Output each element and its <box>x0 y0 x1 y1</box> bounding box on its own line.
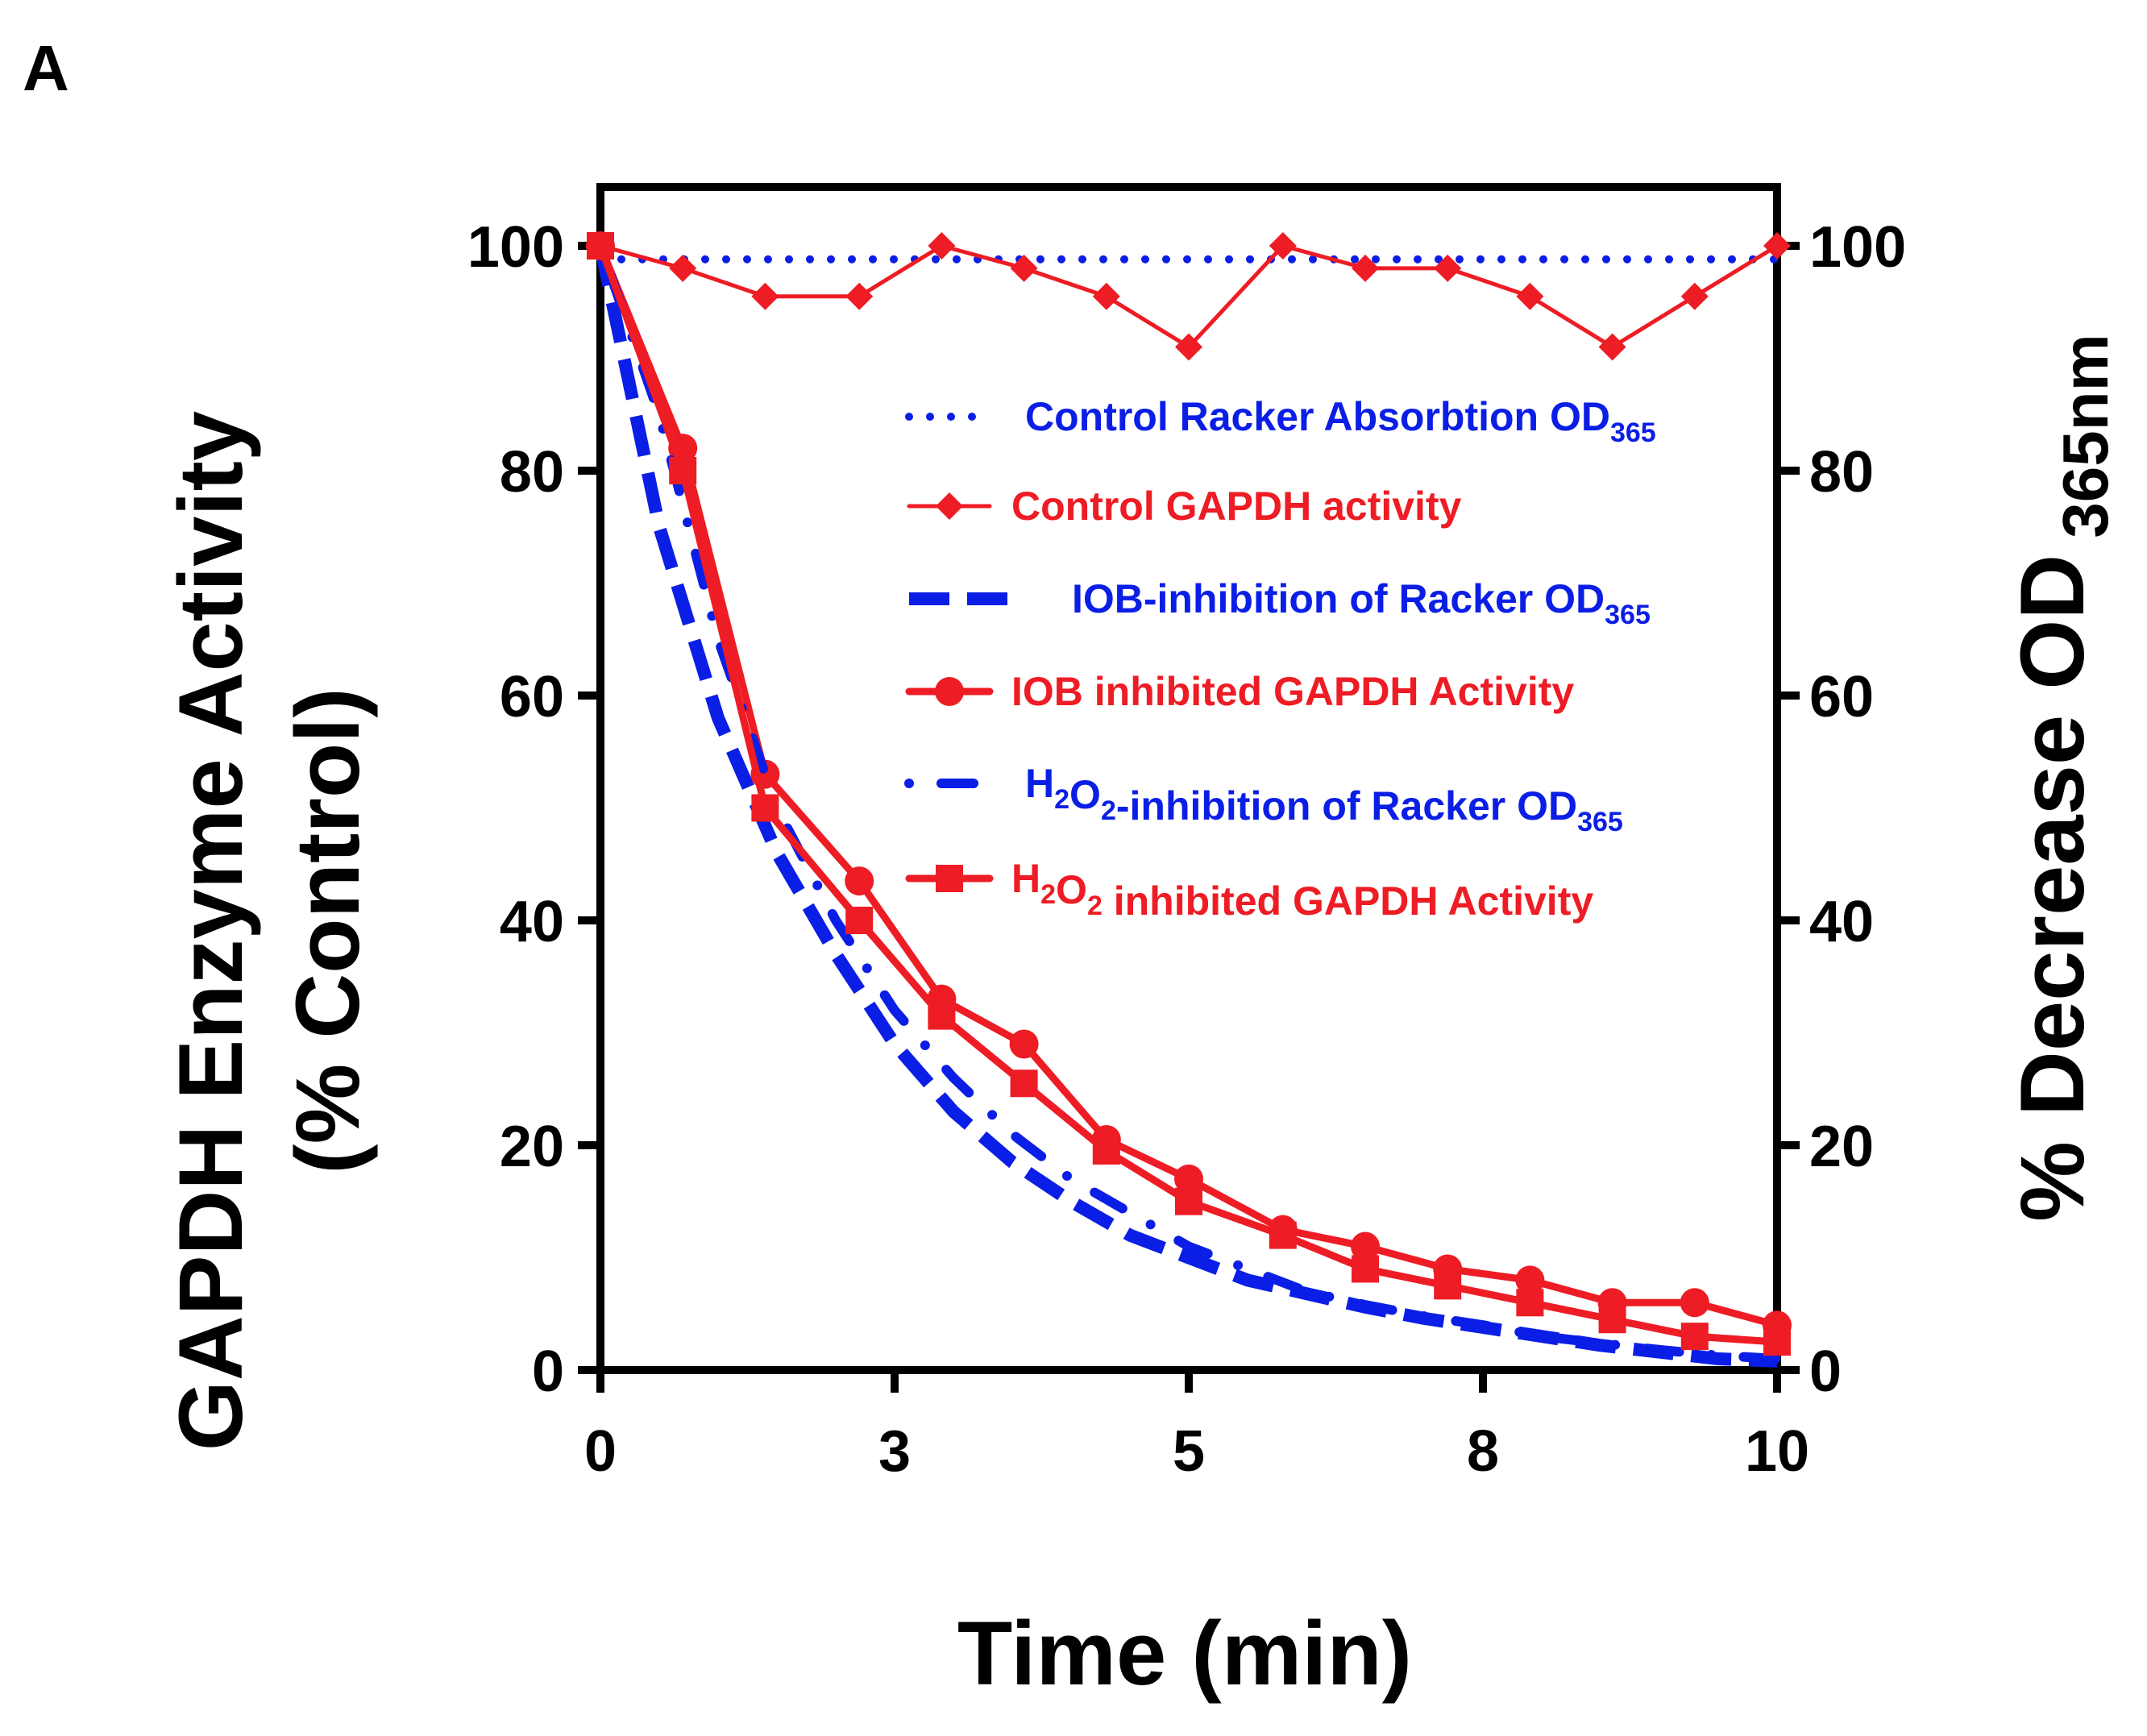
legend-entry-4: IOB inhibited GAPDH Activity <box>905 669 1574 714</box>
y2-tick-label: 20 <box>1809 1115 1874 1179</box>
legend-entry-5: H2O2-inhibition of Racker OD365 <box>904 761 1623 837</box>
y-axis-title-line-1: GAPDH Enzyme Activity <box>160 411 261 1451</box>
y2-axis-title: % Decrease OD 365nm <box>2002 334 2121 1222</box>
data-point-square <box>1092 1136 1120 1165</box>
legend-label-sub: 365 <box>1605 600 1651 630</box>
series-6 <box>587 232 1791 1356</box>
y-tick-label: 0 <box>532 1339 564 1404</box>
data-point-diamond <box>1680 282 1709 310</box>
data-point-diamond <box>1763 232 1791 260</box>
data-point-diamond <box>1010 254 1038 282</box>
data-point-diamond <box>1516 282 1544 310</box>
data-point-circle <box>1351 1231 1380 1261</box>
data-point-square <box>1516 1289 1544 1317</box>
legend-label-sub: 365 <box>1610 417 1656 448</box>
data-point-circle <box>935 677 964 706</box>
data-point-square <box>1010 1069 1038 1098</box>
legend-entry-1: Control Racker Absorbtion OD365 <box>905 394 1656 448</box>
y2-tick-label: 80 <box>1809 440 1874 505</box>
series-layer <box>586 231 1792 1368</box>
x-axis-title: Time (min) <box>957 1603 1412 1704</box>
legend-label-sub2: 2 <box>1087 891 1103 921</box>
x-tick-label: 8 <box>1467 1419 1499 1484</box>
data-point-diamond <box>936 492 963 520</box>
data-point-diamond <box>1092 282 1120 310</box>
data-point-square <box>669 457 697 484</box>
data-point-square <box>1175 1187 1202 1215</box>
legend-label: H2O2-inhibition of Racker OD365 <box>1025 761 1623 837</box>
y-tick-label: 20 <box>500 1115 564 1179</box>
legend-label-main: IOB-inhibition of Racker OD <box>1072 576 1605 621</box>
data-point-square <box>587 232 614 260</box>
y2-tick-label: 100 <box>1809 215 1906 280</box>
data-point-square <box>1680 1323 1709 1351</box>
y2-tick-label: 60 <box>1809 665 1874 729</box>
data-point-diamond <box>1598 333 1626 361</box>
legend-label: H2O2 inhibited GAPDH Activity <box>1011 856 1593 924</box>
panel-label: A <box>23 32 69 104</box>
legend-label-mid: O <box>1069 772 1101 817</box>
legend-label-main: H <box>1025 761 1054 806</box>
legend-label-after: -inhibition of Racker OD <box>1116 783 1577 829</box>
data-point-square <box>845 907 874 934</box>
legend-entry-3: IOB-inhibition of Racker OD365 <box>909 576 1651 630</box>
y2-axis-title-sub: 365nm <box>2049 334 2121 538</box>
y2-tick-label: 40 <box>1809 890 1874 954</box>
data-point-square <box>1598 1306 1626 1334</box>
y-axis-title-line-2: (% Control) <box>277 687 378 1173</box>
legend-entry-2: Control GAPDH activity <box>907 484 1462 529</box>
data-point-square <box>1352 1255 1379 1283</box>
legend-label-main: Control GAPDH activity <box>1011 484 1462 529</box>
data-point-diamond <box>845 282 874 310</box>
x-tick-label: 3 <box>878 1419 911 1484</box>
data-point-diamond <box>1175 333 1202 361</box>
legend-label-sub: 2 <box>1054 784 1069 815</box>
legend-label-sub: 2 <box>1040 879 1056 910</box>
data-point-square <box>1269 1221 1297 1249</box>
y2-tick-label: 0 <box>1809 1339 1842 1404</box>
y-tick-label: 100 <box>467 215 564 280</box>
legend-label-after: inhibited GAPDH Activity <box>1103 878 1593 924</box>
x-tick-label: 0 <box>584 1419 617 1484</box>
data-point-circle <box>1680 1288 1709 1318</box>
legend-label-main: Control Racker Absorbtion OD <box>1025 394 1610 439</box>
legend-entry-6: H2O2 inhibited GAPDH Activity <box>905 856 1593 924</box>
legend-label: Control Racker Absorbtion OD365 <box>1025 394 1656 448</box>
legend-label-main: IOB inhibited GAPDH Activity <box>1011 669 1574 714</box>
legend-label: Control GAPDH activity <box>1011 484 1462 529</box>
data-point-diamond <box>928 232 956 260</box>
y-tick-label: 80 <box>500 440 564 505</box>
data-point-circle <box>1515 1265 1545 1295</box>
data-point-diamond <box>1269 232 1297 260</box>
y-axis-title: GAPDH Enzyme Activity (% Control) <box>160 411 378 1451</box>
legend-label: IOB inhibited GAPDH Activity <box>1011 669 1574 714</box>
legend-label-mid: O <box>1056 867 1087 912</box>
y2-axis-title-main: % Decrease OD <box>2002 554 2103 1222</box>
data-point-diamond <box>669 254 697 282</box>
legend-label: IOB-inhibition of Racker OD365 <box>1072 576 1651 630</box>
x-tick-label: 10 <box>1745 1419 1809 1484</box>
data-point-diamond <box>751 282 779 310</box>
x-tick-label: 5 <box>1173 1419 1205 1484</box>
axes: 0 20 40 60 80 100 0 20 40 60 80 100 0 3 5 8 10 <box>467 183 1906 1484</box>
legend-label-main: H <box>1011 856 1040 901</box>
legend-label-sub3: 365 <box>1577 807 1623 837</box>
data-point-circle <box>1174 1164 1203 1194</box>
data-point-circle <box>845 866 874 896</box>
data-point-diamond <box>1434 254 1462 282</box>
y-tick-label: 60 <box>500 665 564 729</box>
y-tick-label: 40 <box>500 890 564 954</box>
data-point-square <box>751 794 779 822</box>
data-point-square <box>1763 1328 1791 1356</box>
legend-label-sub2: 2 <box>1101 795 1116 826</box>
data-point-square <box>1434 1272 1462 1300</box>
data-point-square <box>936 865 963 892</box>
data-point-diamond <box>1352 254 1379 282</box>
series-2 <box>587 232 1791 361</box>
data-point-circle <box>1009 1029 1039 1059</box>
data-point-square <box>928 1002 956 1030</box>
